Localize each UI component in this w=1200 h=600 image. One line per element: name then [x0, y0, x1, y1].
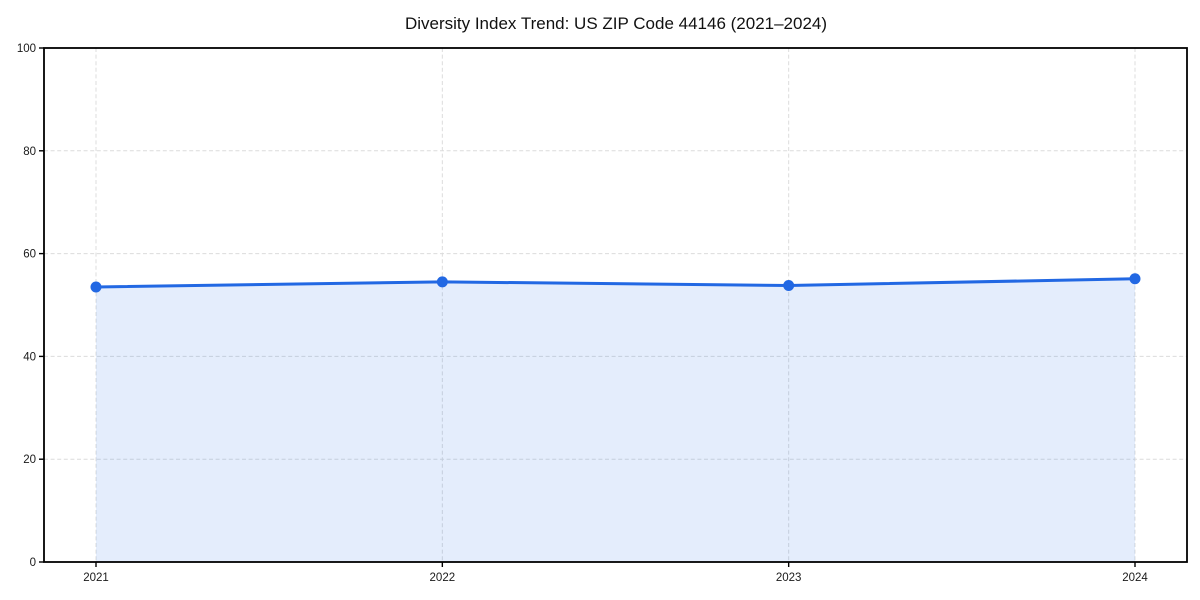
y-tick-label: 80 — [23, 146, 36, 158]
trend-line — [94, 277, 1137, 289]
plot-border — [43, 47, 1188, 563]
data-point — [436, 276, 448, 288]
tick-labels: 2021 2022 2023 2024 0 20 40 60 80 100 — [17, 43, 1149, 584]
data-points — [90, 273, 1141, 293]
tick-marks — [39, 47, 1136, 567]
x-tick-label: 2022 — [430, 572, 456, 584]
x-tick-label: 2024 — [1122, 572, 1148, 584]
area-fill-shape — [96, 278, 1135, 562]
axes-border — [43, 47, 1188, 563]
trend-line-path — [94, 277, 1137, 289]
y-tick-label: 100 — [17, 43, 36, 55]
data-point — [90, 281, 102, 293]
x-tick-label: 2023 — [776, 572, 802, 584]
x-tick-label: 2021 — [83, 572, 109, 584]
y-tick-label: 0 — [30, 557, 36, 569]
data-point — [783, 279, 795, 291]
area-fill — [96, 278, 1135, 562]
y-tick-label: 40 — [23, 351, 36, 363]
y-tick-label: 60 — [23, 249, 36, 261]
data-point — [1129, 273, 1141, 285]
chart-title: Diversity Index Trend: US ZIP Code 44146… — [405, 14, 827, 33]
y-tick-label: 20 — [23, 454, 36, 466]
